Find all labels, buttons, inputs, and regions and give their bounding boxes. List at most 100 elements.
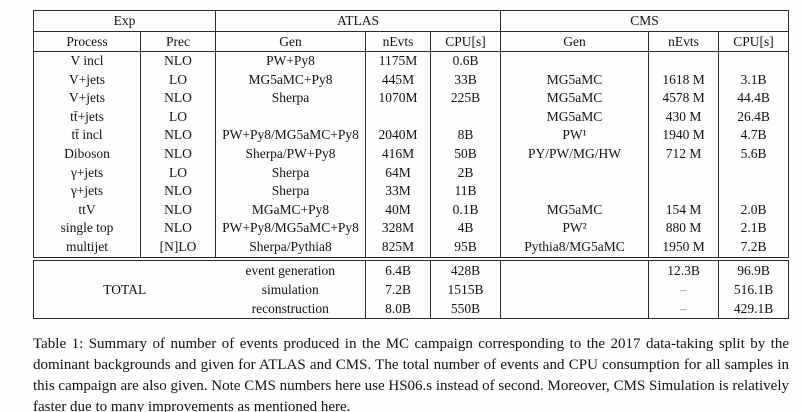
cell-cms-cpu bbox=[718, 163, 789, 183]
table-row: γ+jets LO Sherpa 64M 2B bbox=[34, 163, 789, 183]
col-header-atlas-nevts: nEvts bbox=[365, 31, 431, 52]
cell-process: γ+jets bbox=[70, 183, 104, 199]
caption-text: Table 1: Summary of number of events pro… bbox=[33, 335, 789, 412]
cell-cms-nevts: 430 M bbox=[648, 107, 719, 127]
cell-atlas-cpu: 95B bbox=[429, 237, 501, 258]
caption-link[interactable]: here bbox=[320, 398, 347, 412]
table-row: multijet [N]LO Sherpa/Pythia8 825M 95B P… bbox=[34, 237, 789, 258]
cell-cms-gen: Pythia8/MG5aMC bbox=[500, 237, 649, 258]
total-label: TOTAL bbox=[103, 281, 147, 297]
cell-cms-cpu: 2.1B bbox=[718, 219, 789, 238]
cell-process: V+jets bbox=[68, 71, 106, 87]
total-cms-gen bbox=[500, 298, 649, 319]
table-row: ttV NLO MGaMC+Py8 40M 0.1B MG5aMC 154 M … bbox=[34, 200, 789, 220]
cell-prec: LO bbox=[140, 163, 216, 183]
total-cms-cpu: 429.1B bbox=[718, 298, 789, 319]
total-atlas-nevts: 7.2B bbox=[365, 279, 431, 299]
cell-prec: NLO bbox=[140, 126, 216, 145]
cell-prec: NLO bbox=[140, 200, 216, 220]
cell-cms-nevts bbox=[648, 182, 719, 201]
total-table: TOTAL event generation 6.4B 428B 12.3B 9… bbox=[33, 259, 790, 319]
col-header-cms-cpu: CPU[s] bbox=[718, 31, 789, 52]
total-stage-label: simulation bbox=[261, 281, 319, 297]
group-header-row: Exp ATLAS CMS bbox=[33, 10, 789, 32]
cell-atlas-cpu: 33B bbox=[429, 70, 501, 90]
cell-atlas-gen: Sherpa bbox=[215, 163, 366, 183]
cell-cms-cpu bbox=[718, 182, 789, 201]
cell-process: multijet bbox=[66, 238, 108, 254]
table-row: single top NLO PW+Py8/MG5aMC+Py8 328M 4B… bbox=[34, 219, 789, 238]
col-header-process: Process bbox=[33, 31, 141, 52]
total-atlas-cpu: 1515B bbox=[430, 279, 501, 299]
table-row: V+jets NLO Sherpa 1070M 225B MG5aMC 4578… bbox=[34, 89, 789, 108]
cell-atlas-gen: MG5aMC+Py8 bbox=[215, 70, 366, 90]
total-cms-cpu: 516.1B bbox=[718, 279, 789, 299]
cell-cms-gen bbox=[500, 51, 649, 71]
cell-cms-gen: PW² bbox=[500, 219, 649, 238]
cell-cms-gen: MG5aMC bbox=[500, 89, 649, 108]
total-cms-nevts: 12.3B bbox=[648, 260, 719, 280]
cell-process: tt̄+jets bbox=[70, 108, 104, 124]
cell-atlas-nevts: 445M bbox=[365, 70, 431, 90]
total-stage-label: reconstruction bbox=[251, 300, 329, 316]
cell-cms-gen bbox=[500, 163, 649, 183]
cell-prec: NLO bbox=[140, 144, 216, 164]
table-row: V+jets LO MG5aMC+Py8 445M 33B MG5aMC 161… bbox=[34, 70, 789, 90]
cell-prec: NLO bbox=[140, 89, 216, 108]
cell-atlas-cpu: 0.1B bbox=[429, 200, 501, 220]
cell-cms-cpu: 44.4B bbox=[718, 89, 789, 108]
cell-atlas-gen: PW+Py8/MG5aMC+Py8 bbox=[215, 126, 366, 145]
cell-atlas-gen: PW+Py8/MG5aMC+Py8 bbox=[215, 219, 366, 238]
cell-prec: NLO bbox=[140, 51, 216, 71]
cell-process: Diboson bbox=[64, 145, 110, 161]
cell-process: V incl bbox=[70, 53, 104, 68]
cell-atlas-cpu: 11B bbox=[429, 182, 501, 201]
table-row: tt̄+jets LO MG5aMC 430 M 26.4B bbox=[34, 107, 789, 127]
cell-cms-gen: MG5aMC bbox=[500, 70, 649, 90]
cell-atlas-nevts bbox=[365, 107, 431, 127]
total-cms-nevts: – bbox=[648, 298, 719, 319]
cell-atlas-nevts: 1070M bbox=[365, 89, 431, 108]
cell-prec: [N]LO bbox=[140, 237, 216, 258]
col-header-cms-gen: Gen bbox=[500, 31, 649, 52]
cell-cms-cpu: 4.7B bbox=[718, 126, 789, 145]
caption-period: . bbox=[346, 398, 351, 412]
cell-cms-nevts bbox=[648, 51, 719, 71]
total-row: reconstruction 8.0B 550B – 429.1B bbox=[34, 298, 789, 319]
cell-cms-gen: MG5aMC bbox=[500, 200, 649, 220]
cell-cms-cpu: 26.4B bbox=[718, 107, 789, 127]
cell-prec: NLO bbox=[140, 182, 216, 201]
total-cms-cpu: 96.9B bbox=[718, 260, 789, 280]
header-exp: Exp bbox=[33, 10, 216, 32]
cell-atlas-gen bbox=[215, 107, 366, 127]
cell-cms-cpu bbox=[718, 51, 789, 71]
cell-atlas-gen: PW+Py8 bbox=[215, 51, 366, 71]
cell-cms-nevts bbox=[648, 163, 719, 183]
total-atlas-cpu: 550B bbox=[430, 298, 501, 319]
cell-atlas-nevts: 2040M bbox=[365, 126, 431, 145]
total-row: TOTAL event generation 6.4B 428B 12.3B 9… bbox=[34, 260, 789, 297]
cell-process: ttV bbox=[78, 201, 96, 217]
table-row: Diboson NLO Sherpa/PW+Py8 416M 50B PY/PW… bbox=[34, 144, 789, 164]
col-header-cms-nevts: nEvts bbox=[648, 31, 719, 52]
cell-atlas-gen: Sherpa bbox=[215, 182, 366, 201]
cell-atlas-nevts: 1175M bbox=[365, 51, 431, 71]
table-row: V incl NLO PW+Py8 1175M 0.6B bbox=[34, 51, 789, 71]
column-header-row: Process Prec Gen nEvts CPU[s] Gen nEvts … bbox=[33, 31, 789, 52]
cell-cms-gen: MG5aMC bbox=[500, 107, 649, 127]
table-caption: Table 1: Summary of number of events pro… bbox=[33, 334, 789, 412]
cell-prec: LO bbox=[140, 70, 216, 90]
total-cms-nevts: – bbox=[648, 279, 719, 299]
cell-atlas-cpu: 225B bbox=[429, 89, 501, 108]
cell-atlas-gen: Sherpa bbox=[215, 89, 366, 108]
table-row: γ+jets NLO Sherpa 33M 11B bbox=[34, 182, 789, 201]
cell-prec: LO bbox=[140, 107, 216, 127]
cell-process: γ+jets bbox=[70, 164, 104, 180]
mc-campaign-table: Exp ATLAS CMS Process Prec Gen nEvts CPU… bbox=[33, 10, 790, 258]
cell-atlas-nevts: 328M bbox=[365, 219, 431, 238]
cell-atlas-nevts: 33M bbox=[365, 182, 431, 201]
cell-cms-nevts: 712 M bbox=[648, 144, 719, 164]
cell-cms-gen: PY/PW/MG/HW bbox=[500, 144, 649, 164]
cell-atlas-cpu: 2B bbox=[429, 163, 501, 183]
col-header-atlas-gen: Gen bbox=[215, 31, 366, 52]
